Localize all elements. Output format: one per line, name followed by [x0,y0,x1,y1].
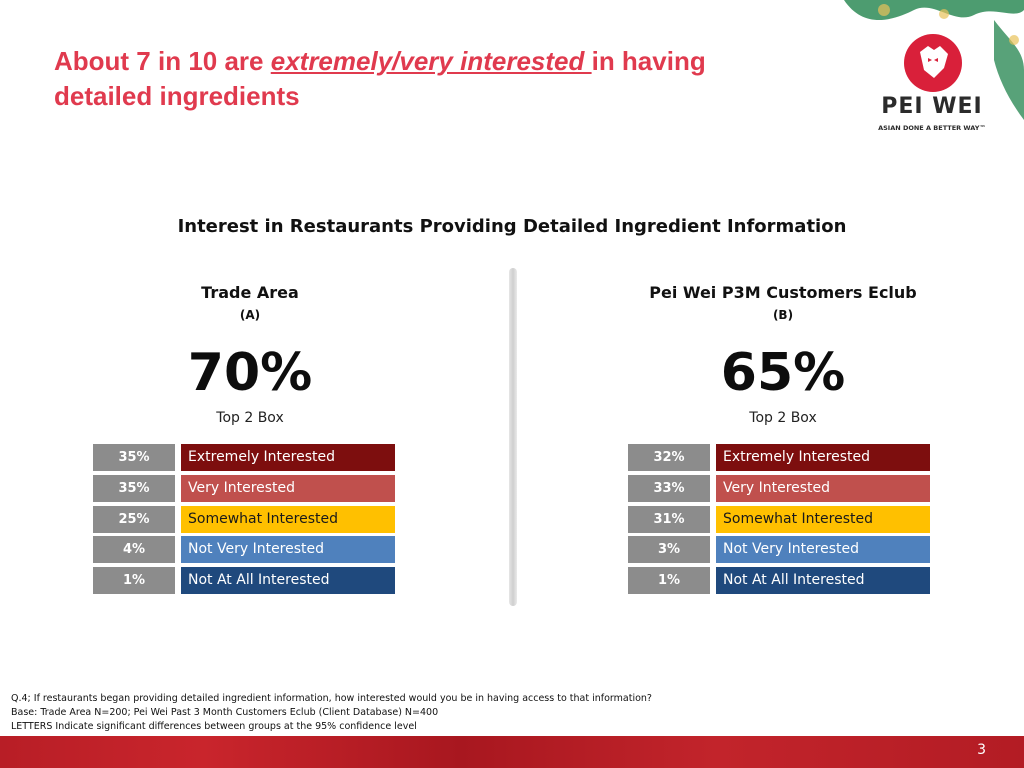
top2-value: 65% [720,343,846,403]
response-percent: 33% [628,474,710,502]
response-label: Extremely Interested [716,444,930,471]
response-row: 25% Somewhat Interested [93,505,403,533]
response-label: Not Very Interested [181,536,395,564]
footnote-letters: LETTERS Indicate significant differences… [11,721,417,732]
response-percent: 1% [628,567,710,595]
chart-title: Interest in Restaurants Providing Detail… [177,216,847,237]
response-row: 31% Somewhat Interested [628,505,938,533]
response-label: Somewhat Interested [716,505,930,533]
response-percent: 3% [628,536,710,564]
response-percent: 31% [628,505,710,533]
decorative-pattern [844,0,1024,120]
footnote-question: Q.4; If restaurants began providing deta… [11,693,652,704]
footnote: Q.4; If restaurants began providing deta… [11,692,811,734]
tiger-icon [904,34,962,92]
footer-band [0,736,1024,768]
response-row: 4% Not Very Interested [93,536,403,564]
response-label: Extremely Interested [181,444,395,471]
response-rows: 35% Extremely Interested 35% Very Intere… [93,444,403,598]
title-part1: About 7 in 10 are [54,46,271,76]
response-percent: 4% [93,536,175,564]
top2-value: 70% [187,343,313,403]
page-number: 3 [977,742,986,758]
response-label: Very Interested [716,474,930,502]
pei-wei-logo: PEI WEI ASIAN DONE A BETTER WAY™ [872,34,992,134]
response-percent: 35% [93,474,175,502]
response-label: Very Interested [181,474,395,502]
title-part2: in having detailed ingredients [54,46,706,111]
response-row: 32% Extremely Interested [628,444,938,471]
response-row: 35% Extremely Interested [93,444,403,471]
response-row: 3% Not Very Interested [628,536,938,564]
response-row: 33% Very Interested [628,474,938,502]
response-percent: 35% [93,444,175,471]
response-rows: 32% Extremely Interested 33% Very Intere… [628,444,938,598]
response-row: 35% Very Interested [93,474,403,502]
response-percent: 25% [93,505,175,533]
top2-label: Top 2 Box [749,410,817,426]
logo-tagline: ASIAN DONE A BETTER WAY™ [878,124,986,132]
group-name: Pei Wei P3M Customers Eclub [649,283,917,302]
top2-label: Top 2 Box [216,410,284,426]
response-label: Somewhat Interested [181,505,395,533]
slide-title: About 7 in 10 are extremely/very interes… [54,44,794,114]
response-label: Not At All Interested [716,567,930,595]
panel-trade-area: Trade Area (A) 70% Top 2 Box 35% Extreme… [90,280,510,600]
panel-eclub: Pei Wei P3M Customers Eclub (B) 65% Top … [625,280,1024,600]
response-percent: 1% [93,567,175,595]
title-emphasis: extremely/very interested [270,46,592,76]
group-letter: (B) [772,308,794,322]
response-row: 1% Not At All Interested [93,567,403,595]
logo-wordmark: PEI WEI [881,94,983,119]
response-label: Not At All Interested [181,567,395,595]
response-percent: 32% [628,444,710,471]
response-label: Not Very Interested [716,536,930,564]
response-row: 1% Not At All Interested [628,567,938,595]
group-letter: (A) [239,308,261,322]
group-name: Trade Area [201,283,299,302]
panel-divider [509,268,517,606]
footnote-base: Base: Trade Area N=200; Pei Wei Past 3 M… [11,707,439,718]
